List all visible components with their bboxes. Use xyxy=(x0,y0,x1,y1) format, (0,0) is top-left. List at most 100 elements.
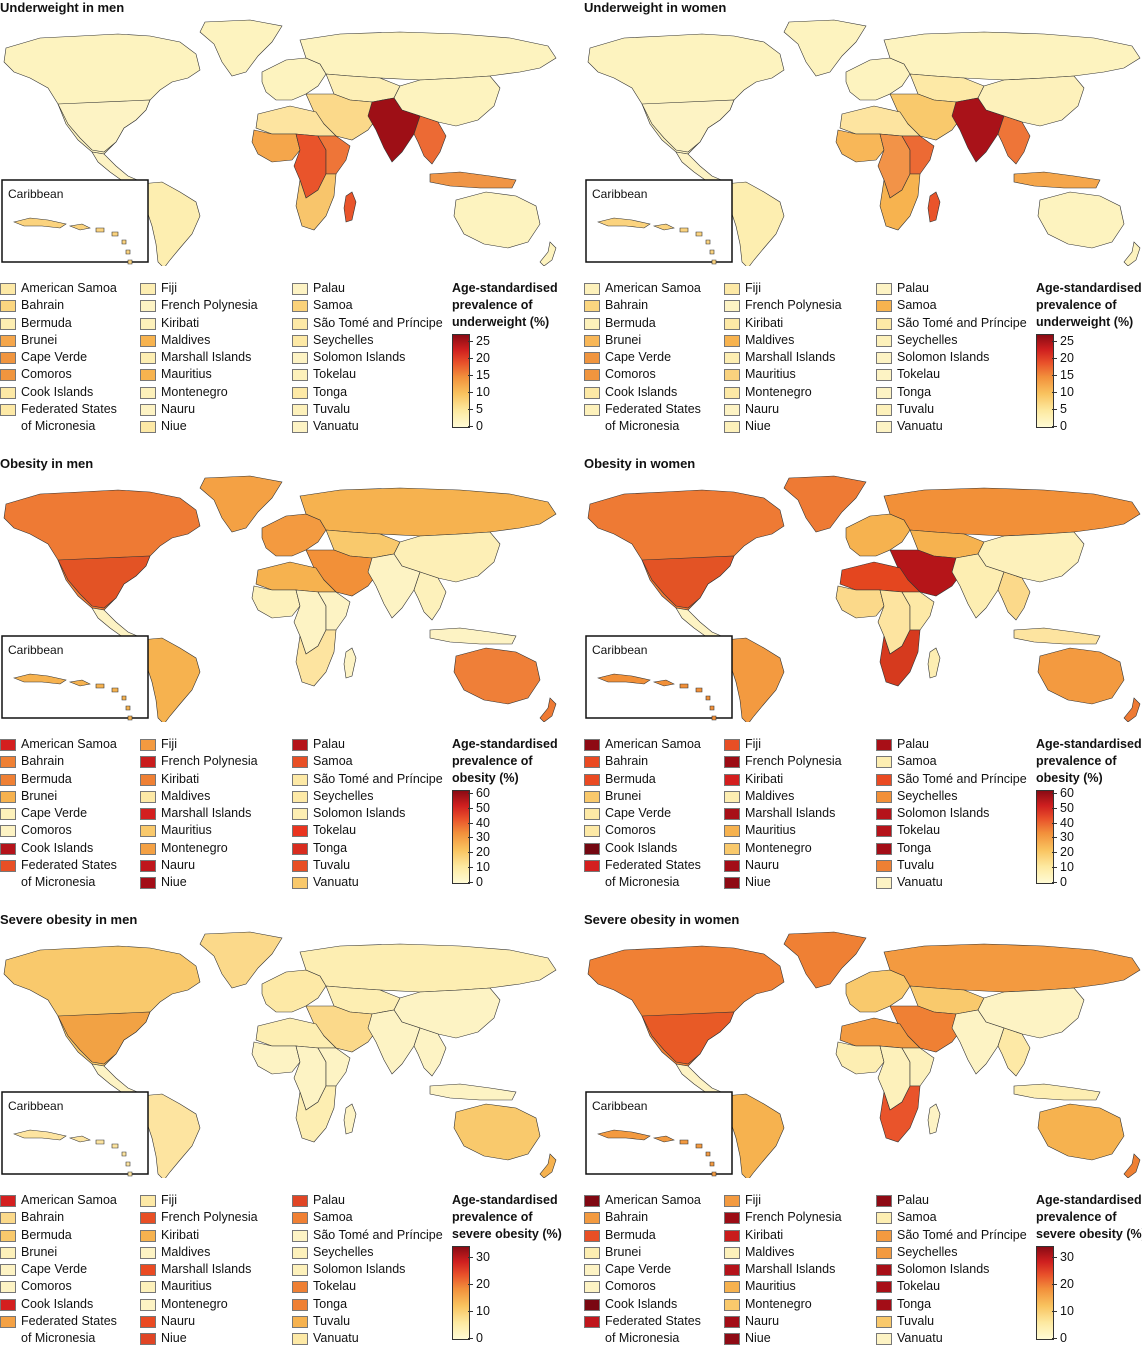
small-country-legend: American Samoa Bahrain Bermuda Brunei Cape V… xyxy=(584,280,1027,460)
scale-tick-label: 15 xyxy=(1060,367,1074,382)
legend-swatch xyxy=(0,842,16,855)
legend-label: Kiribati xyxy=(745,1227,784,1242)
legend-swatch xyxy=(140,1316,156,1329)
legend-label: Samoa xyxy=(897,1210,937,1225)
region-europe xyxy=(261,969,327,1013)
caribbean-island xyxy=(711,1171,717,1177)
scale-tick-label: 0 xyxy=(476,1331,483,1345)
scale-tick: 5 xyxy=(1052,403,1067,415)
legend-item: Samoa xyxy=(876,1209,1026,1226)
legend-swatch xyxy=(0,1229,16,1242)
region-russia xyxy=(883,31,1141,81)
region-europe xyxy=(261,57,327,101)
legend-label: Federated States xyxy=(21,858,117,873)
region-south-america xyxy=(723,637,785,722)
legend-label: Vanuatu xyxy=(313,419,359,434)
legend-swatch xyxy=(0,825,16,838)
region-new-zealand xyxy=(1123,697,1141,722)
scale-tick: 10 xyxy=(468,386,490,398)
legend-label: Samoa xyxy=(313,298,353,313)
scale-tick-label: 10 xyxy=(1060,1303,1074,1318)
legend-item: Federated States xyxy=(0,401,150,418)
caribbean-island xyxy=(127,1171,133,1177)
legend-label: of Micronesia xyxy=(605,419,680,434)
legend-item: Maldives xyxy=(724,332,874,349)
legend-item: Brunei xyxy=(584,1244,734,1261)
legend-item: Samoa xyxy=(876,753,1026,770)
legend-item: Comoros xyxy=(0,822,150,839)
legend-label: Fiji xyxy=(745,737,761,751)
panel-underweight-men: Underweight in men Caribbean American Samo… xyxy=(0,0,560,455)
region-southern-africa xyxy=(295,173,337,231)
legend-label: Niue xyxy=(745,1331,771,1346)
region-south-asia xyxy=(951,1009,1005,1075)
legend-item: Cape Verde xyxy=(0,805,150,822)
scale-title: Age-standardised prevalence of obesity (%) xyxy=(1036,736,1142,787)
caribbean-island xyxy=(652,679,675,687)
caribbean-island xyxy=(679,227,689,233)
caribbean-island xyxy=(127,715,133,721)
colour-scale: Age-standardised prevalence of underweight… xyxy=(1036,280,1142,450)
caribbean-island xyxy=(127,259,133,265)
legend-swatch xyxy=(724,739,740,751)
legend-label: Mauritius xyxy=(745,1279,796,1294)
legend-label: Montenegro xyxy=(161,384,228,399)
legend-swatch xyxy=(0,756,16,769)
scale-tick: 20 xyxy=(468,846,490,859)
region-greenland xyxy=(783,475,867,533)
caribbean-island xyxy=(705,1151,711,1157)
legend-item: French Polynesia xyxy=(724,297,874,314)
colour-scale: Age-standardised prevalence of severe obes… xyxy=(1036,1192,1142,1362)
scale-tick-label: 25 xyxy=(1060,333,1074,348)
legend-swatch xyxy=(724,877,740,890)
legend-swatch xyxy=(724,860,740,873)
legend-item: Fiji xyxy=(724,1192,874,1209)
legend-label: of Micronesia xyxy=(21,875,96,890)
scale-title-line: underweight (%) xyxy=(1036,315,1134,329)
scale-tick: 20 xyxy=(1052,352,1074,364)
scale-tick-label: 30 xyxy=(1060,830,1074,845)
legend-label: of Micronesia xyxy=(21,1331,96,1346)
panel-title: Underweight in men xyxy=(0,0,125,15)
legend-item: Kiribati xyxy=(140,315,290,332)
legend-swatch xyxy=(584,386,600,399)
scale-tick: 20 xyxy=(1052,1278,1074,1290)
legend-item: Federated States xyxy=(0,1313,150,1330)
scale-tick: 10 xyxy=(1052,386,1074,398)
legend-item: Tokelau xyxy=(876,1278,1026,1295)
scale-title-line: Age-standardised xyxy=(1036,281,1142,295)
inset-label: Caribbean xyxy=(8,187,63,201)
legend-swatch xyxy=(0,860,16,873)
legend-swatch xyxy=(724,1246,740,1259)
legend-item: French Polynesia xyxy=(724,1209,874,1226)
legend-label: Palau xyxy=(897,1193,929,1207)
small-country-legend: American Samoa Bahrain Bermuda Brunei Cape V… xyxy=(584,1192,1027,1372)
legend-label: Federated States xyxy=(21,402,117,417)
legend-swatch xyxy=(876,1246,892,1259)
legend-item-continuation: of Micronesia xyxy=(0,418,150,435)
legend-label: Kiribati xyxy=(745,771,784,786)
legend-swatch xyxy=(876,842,892,855)
legend-swatch xyxy=(876,352,892,365)
legend-item: Palau xyxy=(876,280,1026,297)
caribbean-island xyxy=(705,695,711,701)
legend-label: Cape Verde xyxy=(605,1262,672,1277)
legend-swatch xyxy=(292,1246,308,1259)
legend-swatch xyxy=(584,808,600,821)
caribbean-island xyxy=(705,239,711,245)
legend-item: Nauru xyxy=(724,401,874,418)
scale-title-line: obesity (%) xyxy=(1036,771,1103,785)
caribbean-island xyxy=(125,1161,131,1167)
legend-item: Bermuda xyxy=(584,1227,734,1244)
legend-label: Solomon Islands xyxy=(313,806,406,821)
scale-tick: 20 xyxy=(1052,846,1074,859)
legend-item: Niue xyxy=(724,1330,874,1347)
scale-title-line: prevalence of xyxy=(452,1210,533,1224)
legend-item: Seychelles xyxy=(876,332,1026,349)
legend-item: Kiribati xyxy=(724,771,874,788)
scale-tick-label: 30 xyxy=(1060,1249,1074,1264)
legend-label: Tuvalu xyxy=(313,402,351,417)
legend-swatch xyxy=(292,877,308,890)
caribbean-island xyxy=(709,705,715,711)
legend-item: American Samoa xyxy=(584,736,734,753)
